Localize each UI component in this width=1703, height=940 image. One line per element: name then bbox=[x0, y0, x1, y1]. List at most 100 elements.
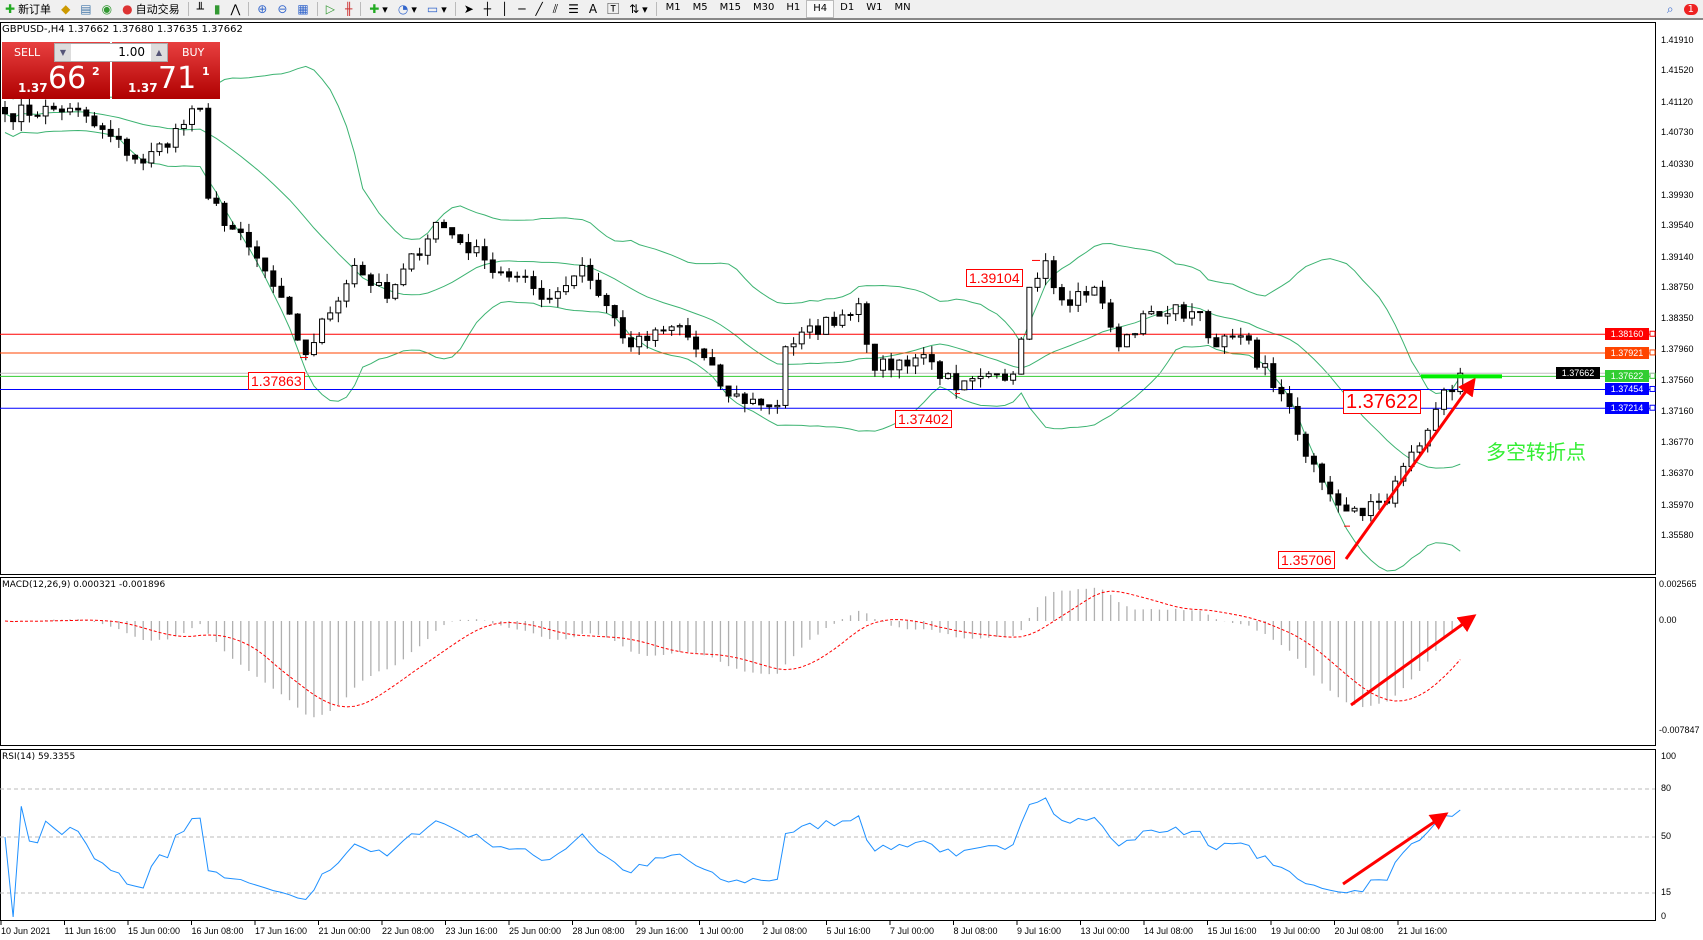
price-tick-label: 1.41520 bbox=[1661, 65, 1694, 76]
time-axis-label: 2 Jul 08:00 bbox=[763, 926, 808, 936]
line-chart-button[interactable]: ⋀ bbox=[225, 0, 245, 18]
volume-down-button[interactable]: ▼ bbox=[55, 44, 71, 61]
channel-icon: ⫽ bbox=[552, 2, 559, 16]
candle-body bbox=[546, 297, 553, 300]
candle-chart-button[interactable]: ▮ bbox=[209, 0, 226, 18]
bid-price-label: 1.37662 bbox=[1556, 367, 1600, 380]
candle-body bbox=[823, 316, 830, 335]
candle-body bbox=[392, 284, 399, 299]
indicators-button[interactable]: ✚ ▾ bbox=[369, 2, 388, 16]
candle-body bbox=[798, 331, 805, 345]
price-annotation-high: 1.39104 bbox=[966, 269, 1023, 287]
candle-body bbox=[522, 275, 529, 278]
rsi-trend-arrow bbox=[1342, 812, 1449, 886]
sell-price-sup: 2 bbox=[92, 65, 100, 78]
add-indicator-icon: ✚ bbox=[369, 2, 380, 16]
trendline-icon: ╱ bbox=[535, 2, 543, 16]
printer-icon: ▤ bbox=[80, 2, 92, 16]
timeframe-h1[interactable]: H1 bbox=[786, 2, 801, 13]
templates-button[interactable]: ▭ ▾ bbox=[426, 2, 447, 16]
fibonacci-button[interactable]: ☰ bbox=[563, 0, 584, 18]
history-button[interactable]: ▤ bbox=[75, 0, 96, 18]
timeframe-d1[interactable]: D1 bbox=[840, 2, 855, 13]
candle-body bbox=[1416, 445, 1423, 453]
candle-body bbox=[10, 113, 17, 123]
candle-body bbox=[774, 404, 781, 408]
candle-body bbox=[676, 325, 683, 328]
candle-body bbox=[1327, 481, 1334, 495]
vertical-line-button[interactable]: │ bbox=[496, 0, 513, 18]
trendline-button[interactable]: ╱ bbox=[530, 0, 547, 18]
bar-chart-icon: ╨ bbox=[196, 2, 204, 16]
zoom-out-button[interactable]: ⊖ bbox=[272, 0, 292, 18]
volume-input[interactable]: ▼ 1.00 ▲ bbox=[54, 43, 168, 62]
price-tick-label: 1.41120 bbox=[1661, 96, 1693, 107]
notification-badge: 1 bbox=[1683, 3, 1698, 15]
timeframe-m15[interactable]: M15 bbox=[719, 2, 742, 13]
candle-body bbox=[278, 285, 285, 298]
candle-body bbox=[408, 253, 415, 270]
timeframe-m1[interactable]: M1 bbox=[665, 2, 681, 13]
candle-body bbox=[367, 274, 374, 286]
candle-body bbox=[1245, 335, 1252, 341]
level-price-label: 1.37622 bbox=[1605, 370, 1649, 383]
level-price-label: 1.37921 bbox=[1605, 346, 1649, 359]
candle-body bbox=[1164, 313, 1171, 317]
timeframe-w1[interactable]: W1 bbox=[866, 2, 883, 13]
text-label-button[interactable]: 🅃 bbox=[602, 0, 624, 18]
candle-body bbox=[1075, 291, 1082, 306]
candle-body bbox=[1156, 311, 1163, 317]
chart-shift-button[interactable]: ╫ bbox=[340, 0, 357, 18]
new-order-button[interactable]: ✚ 新订单 bbox=[5, 2, 52, 16]
candle-body bbox=[294, 313, 301, 341]
zoom-in-button[interactable]: ⊕ bbox=[252, 0, 272, 18]
tile-button[interactable]: ▦ bbox=[292, 0, 313, 18]
crosshair-button[interactable]: ┼ bbox=[479, 0, 496, 18]
sell-label: SELL bbox=[14, 46, 41, 59]
rsi-axis-label: 100 bbox=[1661, 751, 1677, 761]
channel-button[interactable]: ⫽ bbox=[548, 0, 563, 18]
candle-body bbox=[538, 287, 545, 300]
candle-body bbox=[953, 373, 960, 391]
timeframe-m5[interactable]: M5 bbox=[692, 2, 708, 13]
candle-body bbox=[1197, 311, 1204, 314]
time-axis-label: 15 Jul 16:00 bbox=[1207, 926, 1257, 936]
level-handle bbox=[1649, 372, 1656, 379]
auto-trading-button[interactable]: ● 自动交易 bbox=[122, 2, 180, 16]
price-tick-label: 1.38350 bbox=[1661, 313, 1694, 324]
notifications-button[interactable]: 1 bbox=[1679, 0, 1703, 18]
timeframe-mn[interactable]: MN bbox=[894, 2, 911, 13]
pivot-text-annotation: 多空转折点 bbox=[1486, 440, 1586, 464]
level-handle bbox=[1649, 349, 1656, 356]
arrows-button[interactable]: ⇅ ▾ bbox=[629, 2, 648, 16]
bar-chart-button[interactable]: ╨ bbox=[192, 0, 209, 18]
candle-body bbox=[327, 312, 334, 320]
candle-body bbox=[1001, 373, 1008, 381]
candle-body bbox=[1449, 389, 1456, 393]
candle-body bbox=[855, 303, 862, 315]
market-watch-button[interactable]: ◆ bbox=[56, 0, 75, 18]
price-tick-label: 1.40330 bbox=[1661, 158, 1694, 169]
separator bbox=[187, 2, 189, 16]
candle-body bbox=[506, 271, 513, 278]
autoscroll-button[interactable]: ▷ bbox=[321, 0, 340, 18]
candle-body bbox=[270, 270, 277, 287]
signals-button[interactable]: ◉ bbox=[97, 0, 117, 18]
periods-button[interactable]: ◔ ▾ bbox=[397, 2, 417, 16]
candle-body bbox=[180, 123, 187, 130]
rsi-title: RSI(14) 59.3355 bbox=[2, 752, 76, 762]
candle-body bbox=[961, 380, 968, 391]
auto-trading-icon: ● bbox=[122, 2, 133, 16]
arrows-icon: ⇅ bbox=[629, 2, 640, 16]
candle-body bbox=[497, 271, 504, 274]
new-order-icon: ✚ bbox=[5, 2, 16, 16]
volume-up-button[interactable]: ▲ bbox=[151, 44, 167, 61]
timeframe-h4[interactable]: H4 bbox=[806, 0, 835, 18]
search-button[interactable]: ⌕ bbox=[1662, 0, 1679, 18]
timeframe-m30[interactable]: M30 bbox=[753, 2, 775, 13]
text-button[interactable]: A bbox=[584, 0, 602, 18]
horizontal-line-button[interactable]: ─ bbox=[513, 0, 530, 18]
cursor-button[interactable]: ➤ bbox=[459, 0, 479, 18]
candle-body bbox=[603, 294, 610, 307]
